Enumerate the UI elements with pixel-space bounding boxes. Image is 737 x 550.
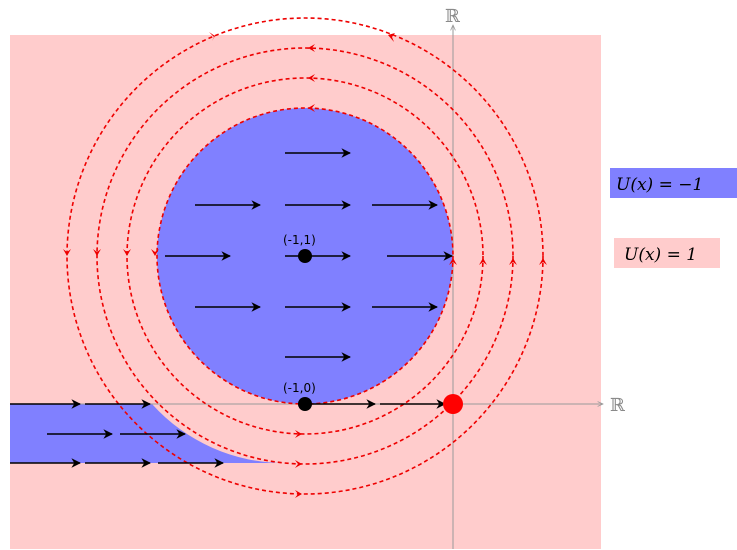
- orbit-arrowhead: [151, 249, 159, 256]
- legend: U(x) = −1 U(x) = 1: [610, 168, 737, 268]
- orbit-arrowhead: [295, 490, 302, 498]
- orbit-arrowhead: [93, 249, 101, 256]
- legend-swatch-negative: [610, 168, 737, 198]
- orbit-arrowhead: [388, 33, 395, 42]
- point-center: [298, 249, 312, 263]
- orbit-arrowhead: [509, 258, 517, 265]
- orbit-arrowhead: [449, 258, 457, 265]
- x-axis-label: ℝ: [610, 395, 626, 416]
- legend-text-positive: U(x) = 1: [624, 245, 697, 265]
- orbit-arrowhead: [295, 430, 302, 438]
- point-boundary: [298, 397, 312, 411]
- orbit-arrowhead: [479, 258, 487, 265]
- orbit-arrowhead: [123, 249, 131, 256]
- disk-flow-arrows: [165, 148, 453, 362]
- orbit-arrowhead: [539, 258, 547, 265]
- orbit-arrowhead: [308, 44, 315, 52]
- y-axis-label: ℝ: [445, 6, 461, 27]
- orbit-arrowhead: [295, 460, 302, 468]
- orbit-arrowheads: [63, 32, 547, 498]
- orbit-4: [66, 17, 544, 495]
- point-origin: [443, 394, 463, 414]
- strip-flow-arrows: [10, 399, 446, 468]
- orbit-arrowhead: [209, 32, 215, 41]
- orbit-2: [126, 77, 484, 435]
- legend-swatch-positive: [614, 238, 720, 268]
- orbit-arrowhead: [308, 104, 315, 112]
- point-center-label: (-1,1): [283, 233, 316, 247]
- point-boundary-label: (-1,0): [283, 381, 316, 395]
- orbit-arrowhead: [308, 74, 315, 82]
- legend-text-negative: U(x) = −1: [616, 175, 703, 195]
- orbit-arrowhead: [63, 249, 71, 256]
